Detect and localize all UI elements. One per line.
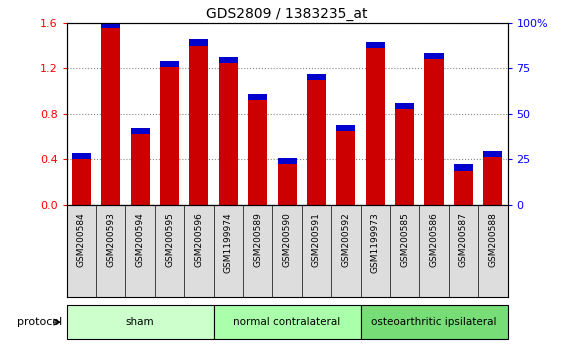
Text: GSM200594: GSM200594 xyxy=(136,212,144,267)
Text: GSM200586: GSM200586 xyxy=(430,212,438,267)
Bar xyxy=(213,305,361,339)
Text: sham: sham xyxy=(126,317,154,327)
Bar xyxy=(278,158,296,164)
Bar xyxy=(361,305,508,339)
Bar xyxy=(248,100,267,205)
Text: GSM1199974: GSM1199974 xyxy=(224,212,233,273)
Text: GSM200588: GSM200588 xyxy=(488,212,497,267)
Bar xyxy=(72,159,91,205)
Text: GSM200587: GSM200587 xyxy=(459,212,468,267)
Bar xyxy=(160,61,179,67)
Bar xyxy=(395,109,414,205)
Text: GSM200596: GSM200596 xyxy=(194,212,204,267)
Text: GSM1199973: GSM1199973 xyxy=(371,212,380,273)
Bar xyxy=(160,67,179,205)
Bar xyxy=(67,305,213,339)
Bar xyxy=(130,128,150,135)
Bar xyxy=(425,59,444,205)
Bar xyxy=(102,21,120,28)
Bar xyxy=(219,57,238,63)
Bar xyxy=(130,135,150,205)
Bar xyxy=(483,151,502,157)
Bar xyxy=(219,63,238,205)
Text: normal contralateral: normal contralateral xyxy=(234,317,340,327)
Text: GSM200593: GSM200593 xyxy=(106,212,115,267)
Bar xyxy=(395,103,414,109)
Bar xyxy=(366,42,385,48)
Text: GSM200589: GSM200589 xyxy=(253,212,262,267)
Bar xyxy=(72,153,91,159)
Bar xyxy=(307,74,326,80)
Bar xyxy=(454,165,473,171)
Text: osteoarthritic ipsilateral: osteoarthritic ipsilateral xyxy=(371,317,497,327)
Text: GSM200591: GSM200591 xyxy=(312,212,321,267)
Text: protocol: protocol xyxy=(17,317,62,327)
Bar xyxy=(336,125,356,131)
Bar xyxy=(307,80,326,205)
Bar xyxy=(248,94,267,100)
Bar xyxy=(190,40,208,46)
Title: GDS2809 / 1383235_at: GDS2809 / 1383235_at xyxy=(206,7,368,21)
Text: GSM200595: GSM200595 xyxy=(165,212,174,267)
Bar xyxy=(278,164,296,205)
Text: GSM200592: GSM200592 xyxy=(342,212,350,267)
Bar xyxy=(366,48,385,205)
Bar xyxy=(336,131,356,205)
Text: GSM200590: GSM200590 xyxy=(282,212,292,267)
Bar xyxy=(483,157,502,205)
Text: GSM200585: GSM200585 xyxy=(400,212,409,267)
Bar xyxy=(102,28,120,205)
Bar xyxy=(425,53,444,59)
Text: GSM200584: GSM200584 xyxy=(77,212,86,267)
Bar xyxy=(190,46,208,205)
Bar xyxy=(454,171,473,205)
